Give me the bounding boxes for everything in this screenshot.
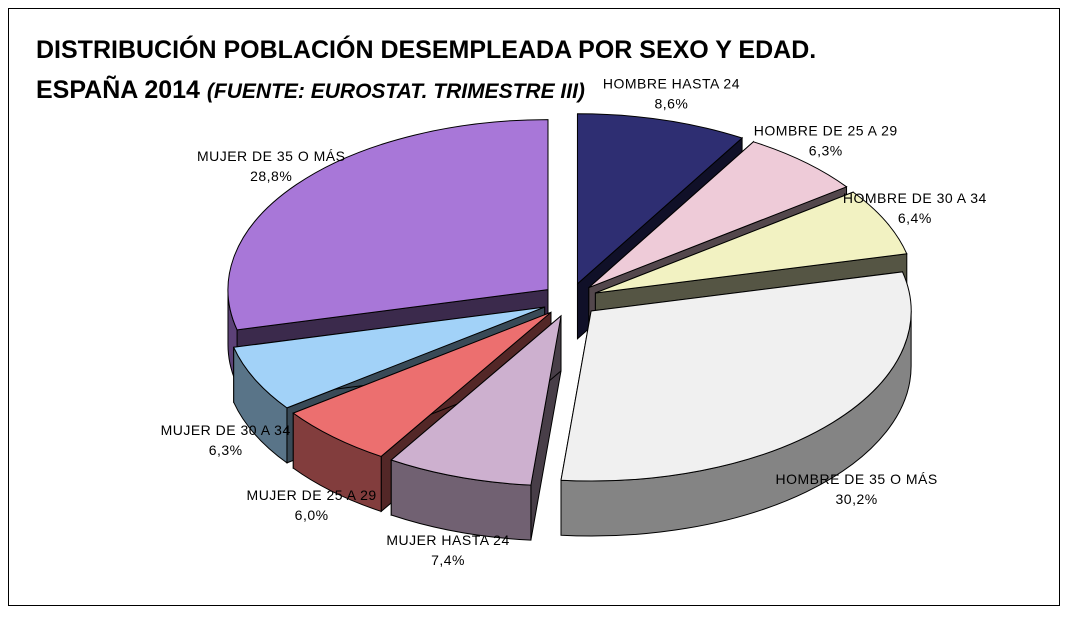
slice-label: MUJER DE 25 A 29 [247,487,377,503]
slice-top [292,311,552,457]
slice-label: HOMBRE HASTA 24 [603,76,740,92]
chart-frame [8,8,1060,606]
slice-label: HOMBRE DE 35 O MÁS [775,471,937,487]
slice-label: HOMBRE DE 25 A 29 [754,123,898,139]
slice-top [560,271,912,482]
value-label: 6,3% [209,442,243,458]
slice-top [390,314,562,486]
chart-title-block: DISTRIBUCIÓN POBLACIÓN DESEMPLEADA POR S… [36,30,836,112]
slice-top [227,119,549,331]
slice-label: MUJER HASTA 24 [386,532,509,548]
slice-label: MUJER DE 30 A 34 [161,422,291,438]
value-label: 28,8% [250,168,292,184]
slice [390,314,562,541]
value-label: 6,0% [295,507,329,523]
chart-title: DISTRIBUCIÓN POBLACIÓN DESEMPLEADA POR S… [36,36,817,104]
slice-top [588,141,848,289]
value-label: 30,2% [836,491,878,507]
slice [560,271,912,537]
slice-label: HOMBRE DE 30 A 34 [843,190,987,206]
value-label: 6,4% [898,210,932,226]
slice-top [595,191,908,294]
value-label: 8,6% [654,96,688,112]
value-label: 7,4% [431,552,465,568]
slice-top [576,113,744,285]
slice-label: MUJER DE 35 O MÁS [197,148,346,164]
value-label: 6,3% [809,143,843,159]
chart-subtitle: (FUENTE: EUROSTAT. TRIMESTRE III) [206,80,585,103]
slice-top [232,306,545,409]
